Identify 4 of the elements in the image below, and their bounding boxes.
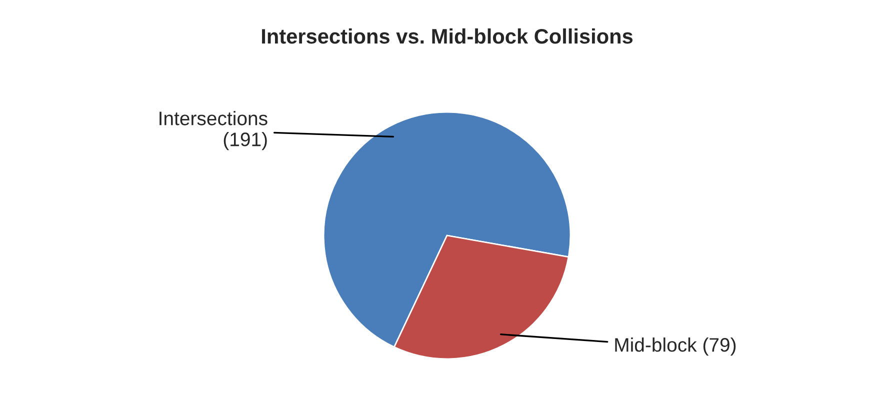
slice-label: Intersections <box>160 111 268 126</box>
slice-label: Mid-block (79) <box>615 338 736 356</box>
chart-title: Intersections vs. Mid-block Collisions <box>262 28 633 44</box>
data-label: (191) <box>224 132 267 150</box>
